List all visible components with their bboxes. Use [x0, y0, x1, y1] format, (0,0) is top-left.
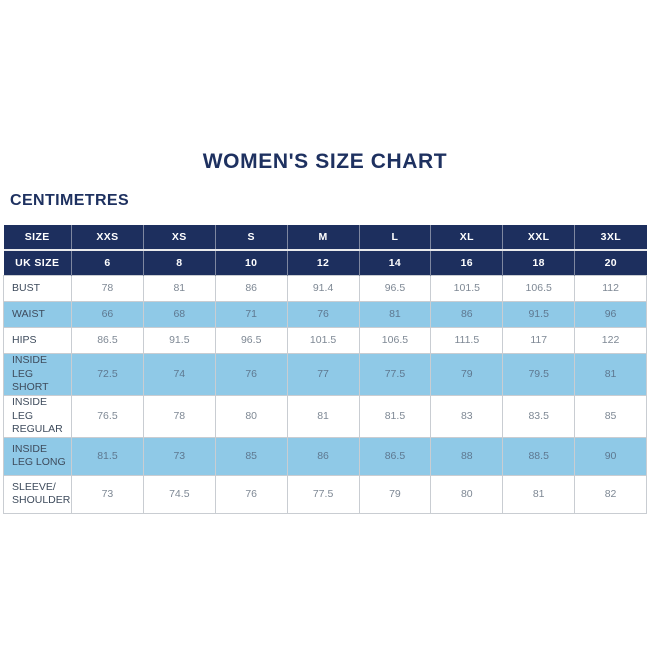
value-cell: 90 [574, 436, 647, 476]
uk-size-header-row: UK SIZE 6 8 10 12 14 16 18 20 [3, 250, 647, 276]
value-cell: 77.5 [286, 474, 360, 514]
value-cell: 77 [286, 353, 360, 396]
table-row-waist: WAIST 66 68 71 76 81 86 91.5 96 [3, 301, 647, 328]
value-cell: 68 [142, 301, 216, 328]
uk-size-label-cell: UK SIZE [3, 250, 72, 276]
value-cell: 79.5 [502, 353, 576, 396]
row-label-cell: SLEEVE/ SHOULDER [3, 474, 72, 514]
value-cell: 91.5 [142, 327, 216, 354]
col-header-xl: XL [430, 225, 504, 251]
value-cell: 81 [574, 353, 647, 396]
value-cell: 78 [71, 275, 144, 302]
value-cell: 72.5 [71, 353, 144, 396]
col-header-s: S [214, 225, 288, 251]
value-cell: 88 [430, 436, 504, 476]
value-cell: 76 [214, 474, 288, 514]
col-header-3xl: 3XL [574, 225, 647, 251]
value-cell: 111.5 [430, 327, 504, 354]
value-cell: 81 [142, 275, 216, 302]
value-cell: 79 [430, 353, 504, 396]
value-cell: 96.5 [214, 327, 288, 354]
value-cell: 77.5 [358, 353, 432, 396]
uk-size-cell: 12 [286, 250, 360, 276]
value-cell: 76 [286, 301, 360, 328]
value-cell: 71 [214, 301, 288, 328]
value-cell: 101.5 [286, 327, 360, 354]
value-cell: 79 [358, 474, 432, 514]
value-cell: 66 [71, 301, 144, 328]
col-header-xs: XS [142, 225, 216, 251]
size-header-row: SIZE XXS XS S M L XL XXL 3XL [3, 225, 647, 251]
uk-size-cell: 10 [214, 250, 288, 276]
value-cell: 78 [142, 394, 216, 438]
value-cell: 80 [430, 474, 504, 514]
value-cell: 112 [574, 275, 647, 302]
table-row-bust: BUST 78 81 86 91.4 96.5 101.5 106.5 112 [3, 275, 647, 302]
uk-size-cell: 14 [358, 250, 432, 276]
row-label-cell: INSIDE LEG REGULAR [3, 394, 72, 438]
col-header-m: M [286, 225, 360, 251]
units-label: CENTIMETRES [10, 192, 130, 209]
uk-size-cell: 18 [502, 250, 576, 276]
table-row-inside-leg-long: INSIDE LEG LONG 81.5 73 85 86 86.5 88 88… [3, 436, 647, 476]
value-cell: 81.5 [358, 394, 432, 438]
value-cell: 96.5 [358, 275, 432, 302]
value-cell: 106.5 [502, 275, 576, 302]
value-cell: 74 [142, 353, 216, 396]
table-header: SIZE XXS XS S M L XL XXL 3XL UK SIZE 6 8… [3, 225, 647, 276]
col-header-xxs: XXS [71, 225, 144, 251]
row-label-cell: HIPS [3, 327, 72, 354]
row-label-cell: BUST [3, 275, 72, 302]
value-cell: 80 [214, 394, 288, 438]
value-cell: 101.5 [430, 275, 504, 302]
value-cell: 74.5 [142, 474, 216, 514]
value-cell: 122 [574, 327, 647, 354]
table-row-inside-leg-short: INSIDE LEG SHORT 72.5 74 76 77 77.5 79 7… [3, 353, 647, 396]
size-chart-table: SIZE XXS XS S M L XL XXL 3XL UK SIZE 6 8… [3, 225, 647, 514]
value-cell: 73 [71, 474, 144, 514]
col-header-l: L [358, 225, 432, 251]
value-cell: 86 [214, 275, 288, 302]
uk-size-cell: 6 [71, 250, 144, 276]
uk-size-cell: 16 [430, 250, 504, 276]
value-cell: 73 [142, 436, 216, 476]
value-cell: 83 [430, 394, 504, 438]
row-label-cell: WAIST [3, 301, 72, 328]
uk-size-cell: 20 [574, 250, 647, 276]
value-cell: 85 [574, 394, 647, 438]
value-cell: 91.5 [502, 301, 576, 328]
value-cell: 88.5 [502, 436, 576, 476]
value-cell: 82 [574, 474, 647, 514]
value-cell: 91.4 [286, 275, 360, 302]
value-cell: 86.5 [71, 327, 144, 354]
value-cell: 81 [358, 301, 432, 328]
page-title: WOMEN'S SIZE CHART [202, 150, 448, 173]
value-cell: 117 [502, 327, 576, 354]
value-cell: 96 [574, 301, 647, 328]
value-cell: 86 [286, 436, 360, 476]
col-header-xxl: XXL [502, 225, 576, 251]
value-cell: 86.5 [358, 436, 432, 476]
value-cell: 85 [214, 436, 288, 476]
row-label-cell: INSIDE LEG SHORT [3, 353, 72, 396]
value-cell: 81 [502, 474, 576, 514]
value-cell: 83.5 [502, 394, 576, 438]
value-cell: 86 [430, 301, 504, 328]
value-cell: 106.5 [358, 327, 432, 354]
table-row-hips: HIPS 86.5 91.5 96.5 101.5 106.5 111.5 11… [3, 327, 647, 354]
table-row-inside-leg-regular: INSIDE LEG REGULAR 76.5 78 80 81 81.5 83… [3, 394, 647, 438]
size-header-cell: SIZE [3, 225, 72, 251]
table-row-sleeve-shoulder: SLEEVE/ SHOULDER 73 74.5 76 77.5 79 80 8… [3, 474, 647, 514]
value-cell: 76.5 [71, 394, 144, 438]
value-cell: 81.5 [71, 436, 144, 476]
uk-size-cell: 8 [142, 250, 216, 276]
value-cell: 81 [286, 394, 360, 438]
row-label-cell: INSIDE LEG LONG [3, 436, 72, 476]
value-cell: 76 [214, 353, 288, 396]
